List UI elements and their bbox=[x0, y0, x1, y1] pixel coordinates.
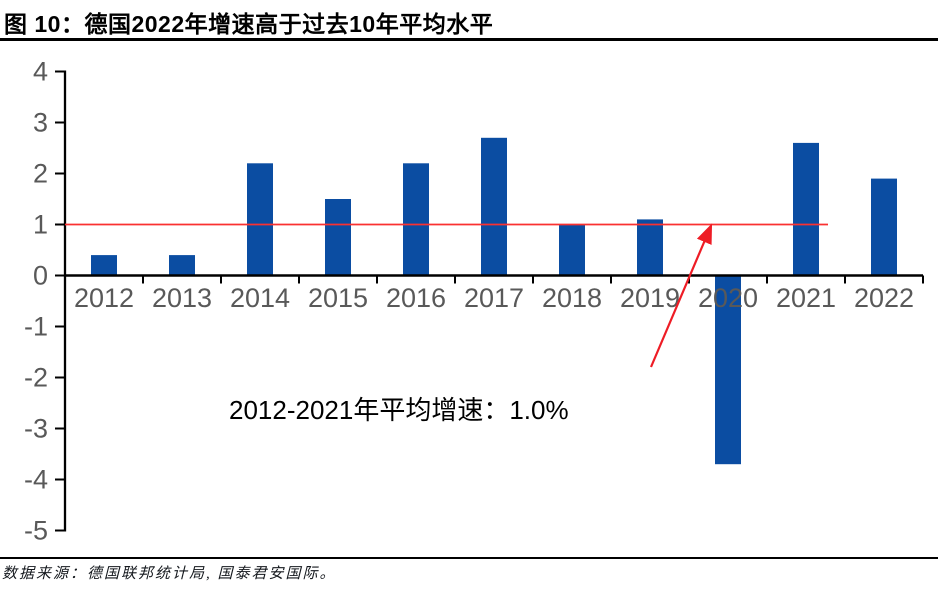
axes bbox=[55, 70, 924, 532]
bar-2016 bbox=[403, 163, 429, 276]
axis-labels: 4 3 2 1 0 -1 -2 -3 -4 -5 2012 2013 2014 2015 2016 2017 2… bbox=[24, 57, 914, 546]
bar-chart: 4 3 2 1 0 -1 -2 -3 -4 -5 2012 2013 2014 2015 2016 2017 2… bbox=[24, 57, 924, 546]
x-tick-label-2015: 2015 bbox=[308, 283, 368, 313]
bar-2014 bbox=[247, 163, 273, 276]
chart-overlays bbox=[65, 223, 828, 368]
y-tick-label-4: 4 bbox=[33, 57, 48, 87]
x-tick-label-2013: 2013 bbox=[152, 283, 212, 313]
bar-2020 bbox=[715, 275, 741, 465]
x-tick-label-2018: 2018 bbox=[542, 283, 602, 313]
bar-2013 bbox=[169, 255, 195, 276]
x-tick-label-2016: 2016 bbox=[386, 283, 446, 313]
footer-divider bbox=[0, 557, 938, 559]
y-tick-label-3: 3 bbox=[33, 108, 48, 138]
bar-2021 bbox=[793, 142, 819, 276]
average-growth-annotation: 2012-2021年平均增速：1.0% bbox=[229, 395, 569, 425]
y-tick-label--3: -3 bbox=[24, 414, 48, 444]
y-tick-label-1: 1 bbox=[33, 210, 48, 240]
y-tick-label--5: -5 bbox=[24, 516, 48, 546]
annotation-arrow bbox=[649, 223, 713, 368]
x-tick-label-2020: 2020 bbox=[698, 283, 758, 313]
bar-2019 bbox=[637, 219, 663, 276]
data-source: 数据来源：德国联邦统计局, 国泰君安国际。 bbox=[2, 566, 337, 582]
x-tick-label-2021: 2021 bbox=[776, 283, 836, 313]
figure-title: 图 10：德国2022年增速高于过去10年平均水平 bbox=[4, 11, 494, 37]
bar-2017 bbox=[481, 137, 507, 276]
x-tick-label-2014: 2014 bbox=[230, 283, 290, 313]
title-divider bbox=[0, 38, 938, 41]
bars bbox=[91, 137, 897, 465]
x-tick-label-2019: 2019 bbox=[620, 283, 680, 313]
y-tick-label-2: 2 bbox=[33, 159, 48, 189]
y-tick-label-0: 0 bbox=[33, 261, 48, 291]
x-tick-label-2012: 2012 bbox=[74, 283, 134, 313]
bar-2015 bbox=[325, 199, 351, 276]
x-tick-label-2022: 2022 bbox=[854, 283, 914, 313]
bar-2018 bbox=[559, 224, 585, 276]
bar-2012 bbox=[91, 255, 117, 276]
y-tick-label--2: -2 bbox=[24, 363, 48, 393]
bar-2022 bbox=[871, 178, 897, 276]
x-tick-label-2017: 2017 bbox=[464, 283, 524, 313]
y-tick-label--4: -4 bbox=[24, 465, 48, 495]
y-tick-label--1: -1 bbox=[24, 312, 48, 342]
